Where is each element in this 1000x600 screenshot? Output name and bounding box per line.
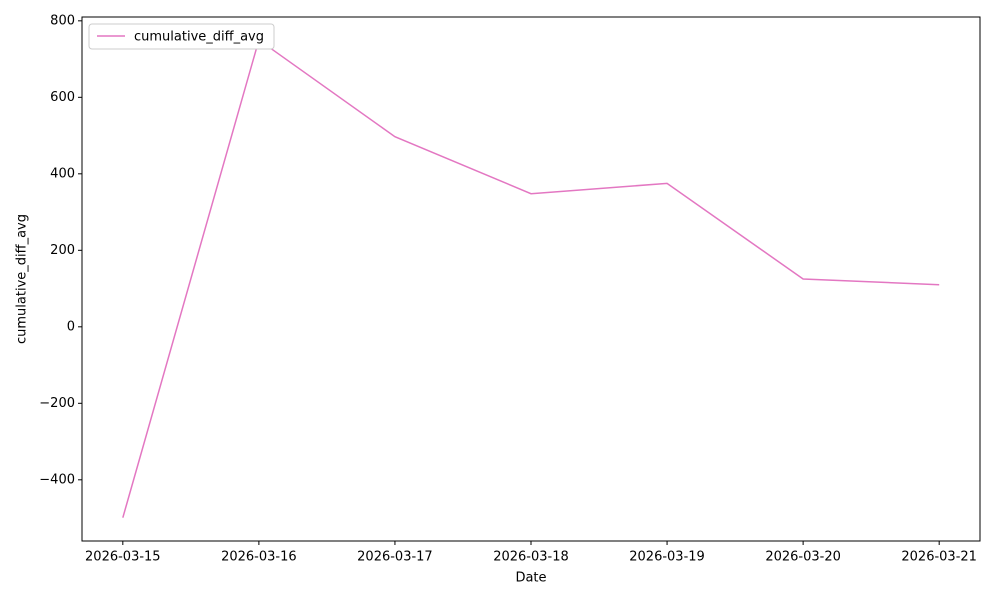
plot-frame xyxy=(81,16,981,542)
x-tick-label: 2026-03-18 xyxy=(493,550,569,565)
x-tick-label: 2026-03-16 xyxy=(221,550,297,565)
y-axis-label: cumulative_diff_avg xyxy=(15,214,30,344)
y-tick-label: 800 xyxy=(50,13,75,28)
y-tick-label: 200 xyxy=(50,243,75,258)
x-axis-label: Date xyxy=(515,571,546,586)
x-tick-label: 2026-03-15 xyxy=(85,550,161,565)
y-tick-label: −400 xyxy=(39,472,75,487)
x-tick-label: 2026-03-20 xyxy=(765,550,841,565)
legend-box xyxy=(88,23,275,50)
y-tick-label: −200 xyxy=(39,396,75,411)
y-tick-label: 0 xyxy=(67,319,75,334)
x-tick-label: 2026-03-19 xyxy=(629,550,705,565)
line-series xyxy=(122,38,940,518)
x-tick-label: 2026-03-17 xyxy=(357,550,433,565)
x-tick-label: 2026-03-21 xyxy=(901,550,977,565)
legend-label: cumulative_diff_avg xyxy=(134,30,264,45)
y-tick-label: 400 xyxy=(50,166,75,181)
y-tick-label: 600 xyxy=(50,90,75,105)
